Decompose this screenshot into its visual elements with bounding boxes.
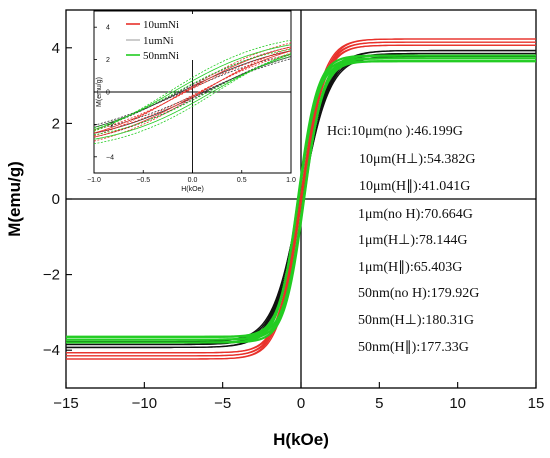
x-tick-label: −5 xyxy=(214,395,231,412)
main-ticks: −15 −10 −5 0 5 10 15 −4 −2 0 2 4 xyxy=(43,40,544,412)
annotation-line: 1μm(H⊥):78.144G xyxy=(358,233,468,248)
loop-branch-10umNi xyxy=(66,38,536,360)
inset-legend: 10umNi 1umNi 50nmNi xyxy=(125,14,199,62)
inset-loop-branch-50nmNi xyxy=(93,48,292,129)
annotation-line: Hci:10μm(no ):46.199G xyxy=(327,124,463,139)
x-tick-label: 0 xyxy=(297,395,305,412)
x-tick-label: −15 xyxy=(53,395,78,412)
annotation-line: 1μm(H∥):65.403G xyxy=(358,260,462,275)
inset-loop-branch-1umNi xyxy=(93,58,292,130)
coercivity-annotations: Hci:10μm(no ):46.199G 10μm(H⊥):54.382G 1… xyxy=(327,124,479,355)
y-tick-label: −4 xyxy=(43,342,60,359)
inset-x-tick-label: 0.5 xyxy=(237,177,247,184)
inset-y-axis-title: M(emu/g) xyxy=(96,77,103,107)
inset-y-tick-label: 0 xyxy=(106,90,110,97)
inset-loop-branch-10umNi xyxy=(93,50,292,131)
inset-loop-branch-10umNi xyxy=(93,53,292,134)
x-tick-label: 15 xyxy=(528,395,545,412)
inset-ticks: −1.0 −0.5 0.0 0.5 1.0 −4 −2 0 2 4 xyxy=(87,25,296,184)
y-tick-label: −2 xyxy=(43,267,60,284)
legend-box xyxy=(125,14,199,60)
inset-y-tick-label: 2 xyxy=(106,57,110,64)
legend-label: 10umNi xyxy=(143,19,179,31)
legend-label: 50nmNi xyxy=(143,50,179,62)
main-curves xyxy=(66,38,536,360)
inset-loop-branch-1umNi xyxy=(93,54,292,138)
inset-loop-branch-10umNi xyxy=(93,42,292,137)
inset-loop-branch-1umNi xyxy=(93,46,292,130)
inset-curves xyxy=(93,39,292,145)
annotation-line: 50nm(H⊥):180.31G xyxy=(358,313,474,328)
inset-y-tick-label: 4 xyxy=(106,25,110,32)
inset-x-axis-title: H(kOe) xyxy=(181,186,204,193)
inset-x-tick-label: −1.0 xyxy=(87,177,101,184)
inset-loop-branch-10umNi xyxy=(93,47,292,142)
annotation-line: 10μm(H∥):41.041G xyxy=(359,179,470,194)
annotation-line: 50nm(H∥):177.33G xyxy=(358,340,469,355)
inset-y-tick-label: −2 xyxy=(106,122,114,129)
annotation-line: 1μm(no H):70.664G xyxy=(358,207,473,222)
legend-label: 1umNi xyxy=(143,35,174,47)
y-tick-label: 0 xyxy=(52,191,60,208)
inset-y-tick-label: −4 xyxy=(106,154,114,161)
y-axis-title: M(emu/g) xyxy=(5,161,24,237)
x-axis-title: H(kOe) xyxy=(273,430,329,449)
annotation-line: 10μm(H⊥):54.382G xyxy=(359,152,476,167)
inset-plot: −1.0 −0.5 0.0 0.5 1.0 −4 −2 0 2 4 H(kOe) M(emu/g)… xyxy=(87,10,296,195)
inset-x-tick-label: 1.0 xyxy=(286,177,296,184)
x-tick-label: −10 xyxy=(132,395,157,412)
loop-branch-50nmNi xyxy=(66,54,536,344)
inset-x-tick-label: −0.5 xyxy=(136,177,150,184)
inset-loop-branch-10umNi xyxy=(93,50,292,138)
y-tick-label: 4 xyxy=(52,40,60,57)
inset-loop-branch-50nmNi xyxy=(93,39,292,132)
inset-x-tick-label: 0.0 xyxy=(188,177,198,184)
inset-loop-branch-50nmNi xyxy=(93,52,292,145)
y-tick-label: 2 xyxy=(52,115,60,132)
x-tick-label: 10 xyxy=(449,395,466,412)
annotation-line: 50nm(no H):179.92G xyxy=(358,286,479,301)
x-tick-label: 5 xyxy=(375,395,383,412)
